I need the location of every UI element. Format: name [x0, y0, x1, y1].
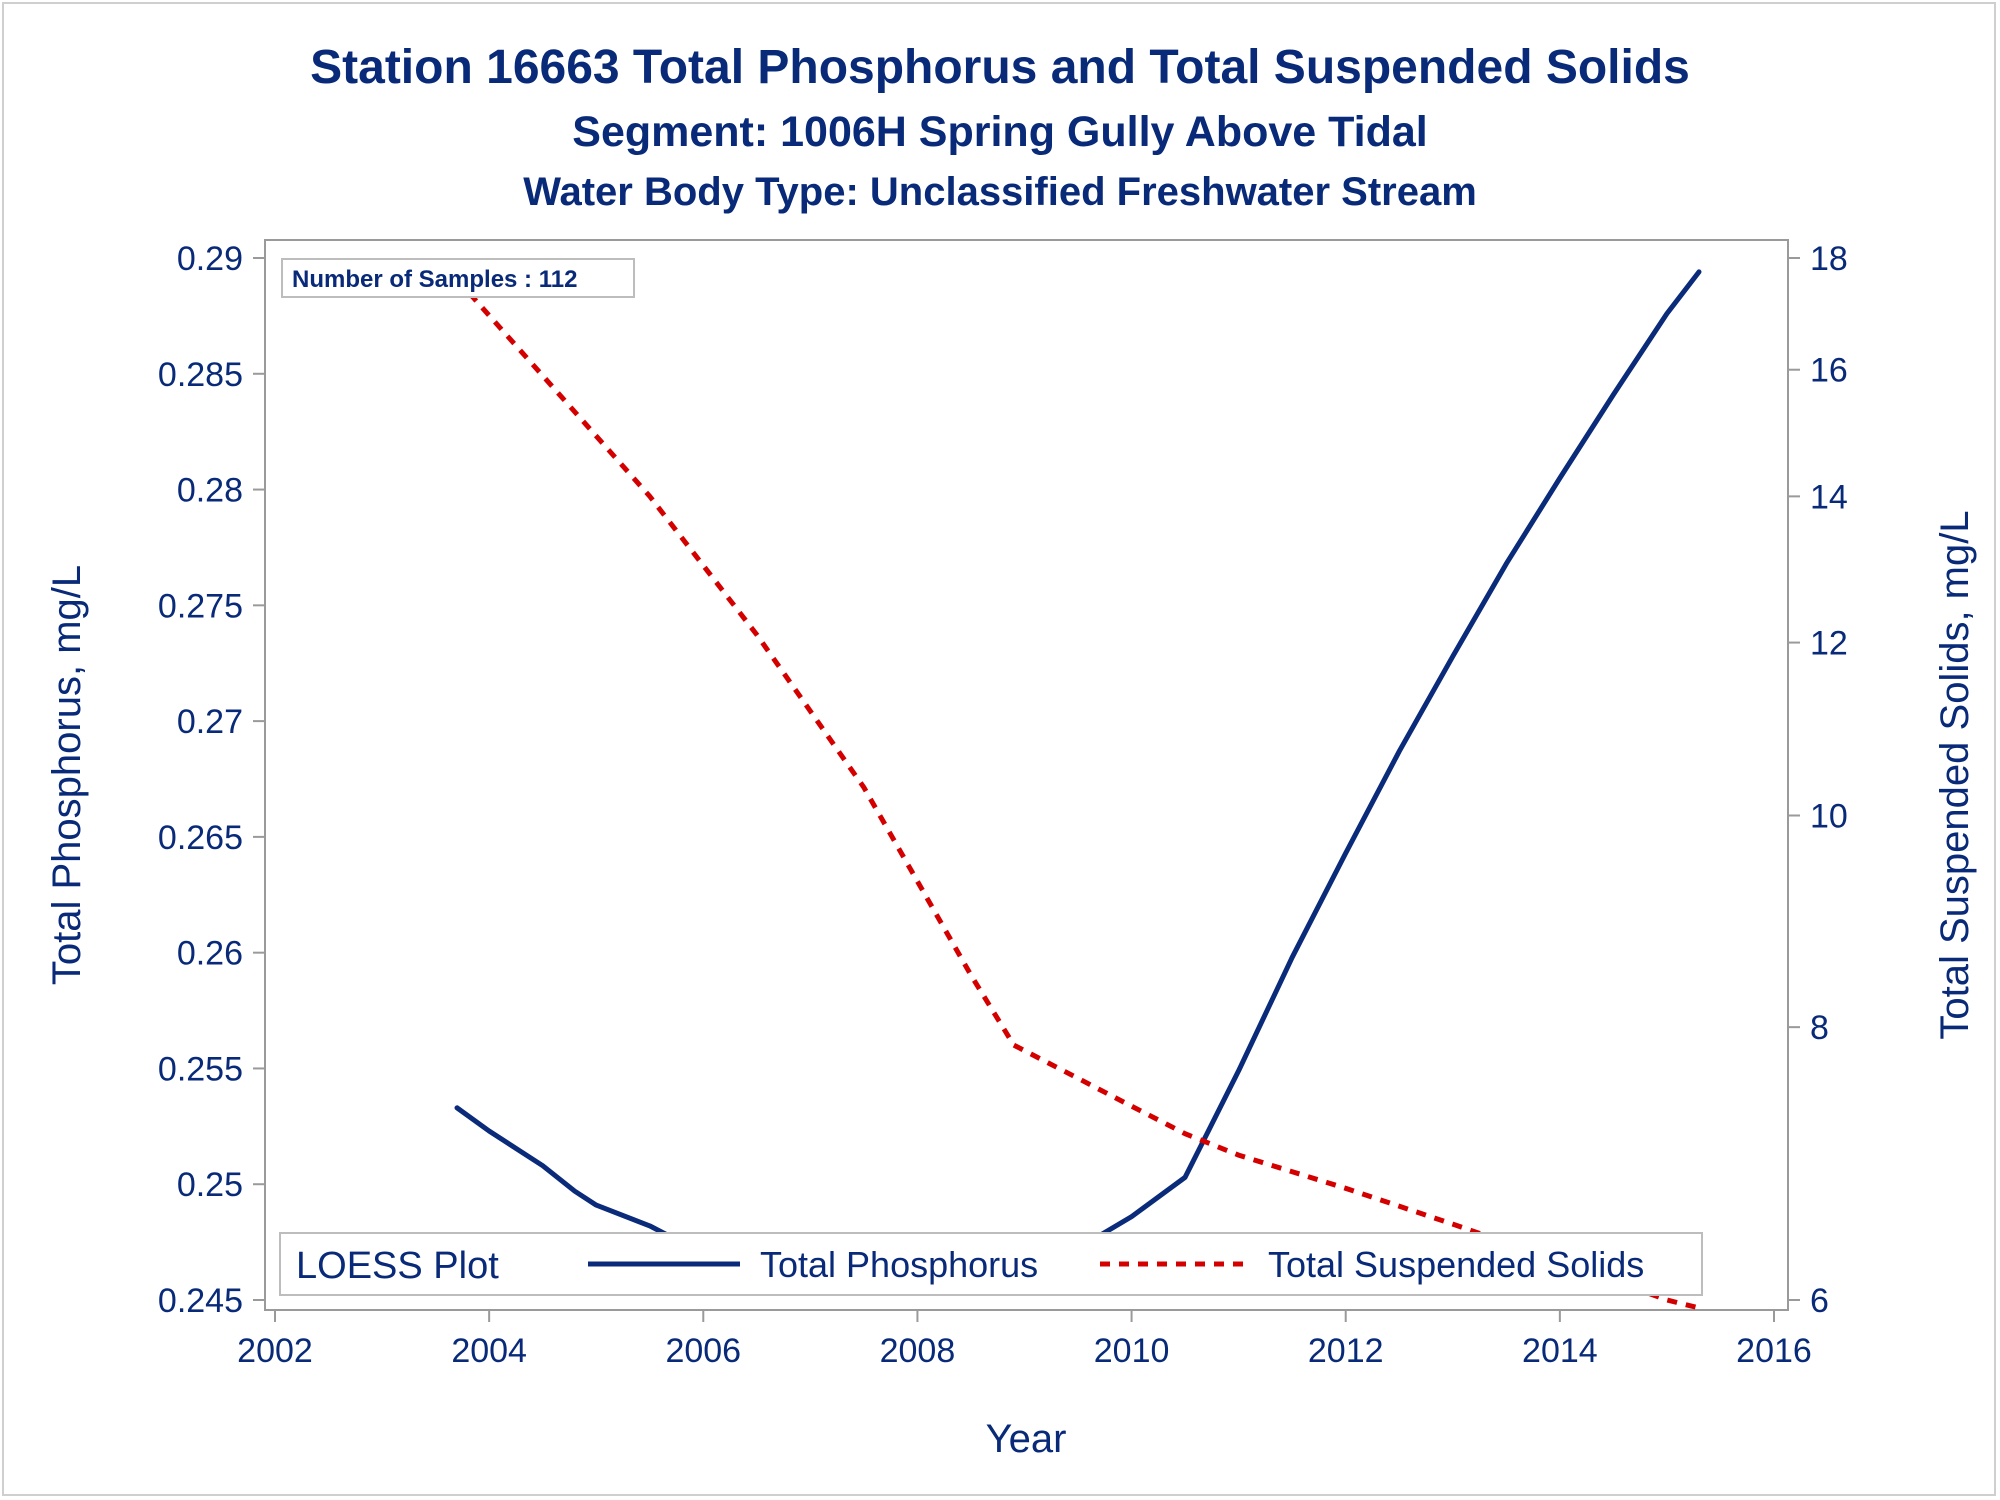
x-tick-label: 2012: [1308, 1332, 1384, 1370]
y2-tick-label: 18: [1810, 240, 1848, 278]
sample-count-label: Number of Samples : 112: [292, 266, 577, 293]
x-axis-ticks: 2002 2004 2006 2008 2010 2012 2014 2016: [237, 1310, 1812, 1370]
x-tick-label: 2008: [880, 1332, 956, 1370]
chart-subtitle-segment: Segment: 1006H Spring Gully Above Tidal: [572, 108, 1428, 156]
chart-subtitle-water-body: Water Body Type: Unclassified Freshwater…: [523, 170, 1477, 214]
y-tick-label: 0.275: [158, 587, 243, 625]
legend: LOESS Plot Total Phosphorus Total Suspen…: [279, 1232, 1703, 1296]
legend-box: [279, 1232, 1703, 1296]
y2-tick-label: 16: [1810, 352, 1848, 390]
left-y-axis-label: Total Phosphorus, mg/L: [45, 565, 89, 985]
y-tick-label: 0.285: [158, 356, 243, 394]
legend-label-total-phosphorus: Total Phosphorus: [760, 1244, 1038, 1285]
x-tick-label: 2004: [451, 1332, 527, 1370]
legend-label-total-suspended-solids: Total Suspended Solids: [1268, 1244, 1644, 1285]
y-tick-label: 0.255: [158, 1050, 243, 1088]
x-tick-label: 2016: [1736, 1332, 1812, 1370]
series-line-total-phosphorus: [454, 269, 1702, 1294]
y-tick-label: 0.28: [177, 472, 243, 510]
chart-title: Station 16663 Total Phosphorus and Total…: [310, 41, 1690, 94]
x-axis-label: Year: [986, 1417, 1067, 1461]
y-tick-label: 0.29: [177, 240, 243, 278]
right-y-axis-label: Total Suspended Solids, mg/L: [1933, 510, 1977, 1039]
left-y-axis-ticks: 0.245 0.25 0.255 0.26 0.265 0.27 0.275 0.28 0.28…: [158, 240, 265, 1320]
y-tick-label: 0.265: [158, 819, 243, 857]
y-tick-label: 0.27: [177, 703, 243, 741]
x-tick-label: 2006: [665, 1332, 741, 1370]
y2-tick-label: 6: [1810, 1282, 1829, 1320]
y2-tick-label: 14: [1810, 478, 1848, 516]
right-y-axis-ticks: 6 8 10 12 14 16 18: [1788, 240, 1848, 1320]
y-tick-label: 0.26: [177, 935, 243, 973]
x-tick-label: 2010: [1094, 1332, 1170, 1370]
plot-area-frame: [264, 239, 1789, 1311]
series-line-total-suspended-solids: [455, 277, 1700, 1311]
y-tick-label: 0.25: [177, 1166, 243, 1204]
y-tick-label: 0.245: [158, 1282, 243, 1320]
y2-tick-label: 12: [1810, 625, 1848, 663]
sample-count-box: [281, 258, 635, 298]
x-tick-label: 2002: [237, 1332, 313, 1370]
y2-tick-label: 8: [1810, 1009, 1829, 1047]
y2-tick-label: 10: [1810, 797, 1848, 835]
x-tick-label: 2014: [1522, 1332, 1598, 1370]
legend-title: LOESS Plot: [296, 1245, 499, 1287]
